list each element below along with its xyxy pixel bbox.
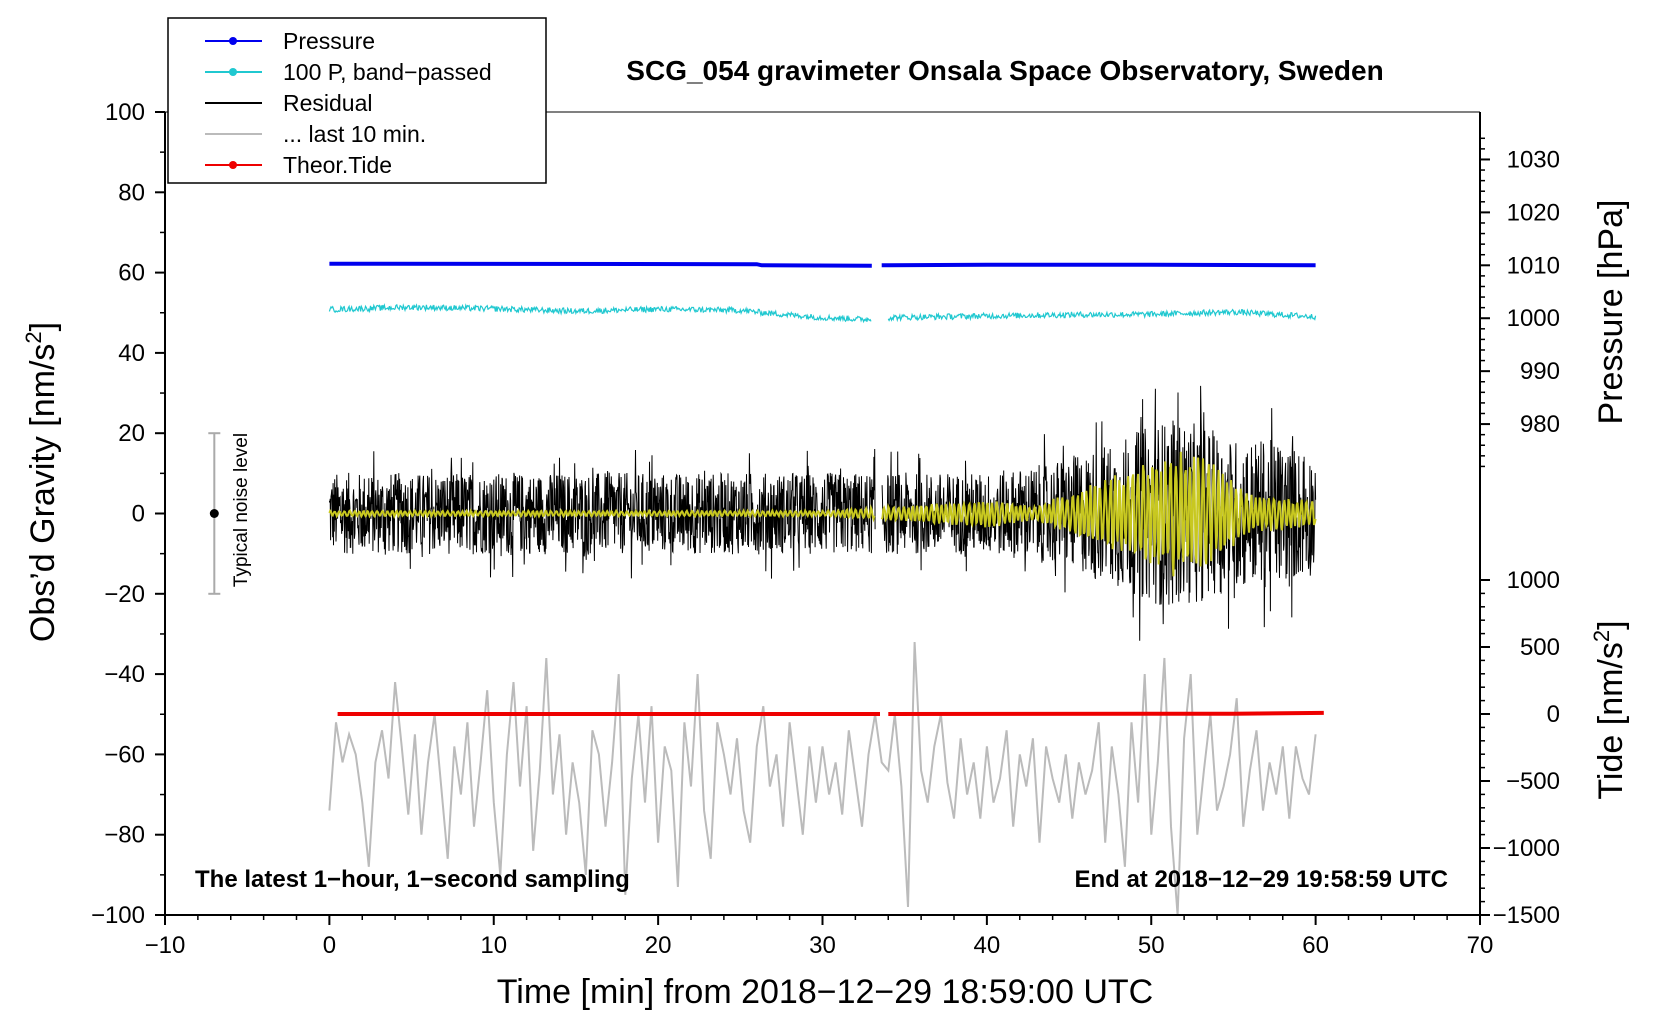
pressure-tick-label: 980 bbox=[1520, 411, 1560, 438]
y-axis-title-tide-main: Tide [nm/s bbox=[1592, 642, 1630, 799]
y-tick-label: −60 bbox=[104, 741, 145, 768]
legend-marker-1 bbox=[229, 37, 237, 45]
legend-label-4: ... last 10 min. bbox=[283, 121, 426, 147]
series-tide-segment-2 bbox=[888, 710, 1324, 716]
y-axis-title-pressure: Pressure [hPa] bbox=[1592, 200, 1630, 425]
x-tick-label: 30 bbox=[809, 932, 836, 959]
chart-title: SCG_054 gravimeter Onsala Space Observat… bbox=[626, 55, 1383, 86]
tide-tick-label: −1500 bbox=[1493, 902, 1560, 929]
y-tick-label: 60 bbox=[118, 260, 145, 287]
legend-marker-2 bbox=[229, 68, 237, 76]
x-tick-label: 20 bbox=[645, 932, 672, 959]
x-tick-label: 0 bbox=[323, 932, 336, 959]
y-axis-title-left: Obs’d Gravity [nm/s2] bbox=[21, 322, 62, 642]
noise-label: Typical noise level bbox=[231, 433, 252, 587]
x-axis-title: Time [min] from 2018−12−29 18:59:00 UTC bbox=[497, 973, 1153, 1011]
y-axis-title-left-main: Obs’d Gravity [nm/s bbox=[24, 344, 62, 643]
tide-tick-label: −500 bbox=[1506, 768, 1560, 795]
tide-tick-label: 1000 bbox=[1507, 567, 1560, 594]
y-tick-label: −40 bbox=[104, 661, 145, 688]
noise-indicator bbox=[208, 432, 221, 595]
x-tick-label: 40 bbox=[974, 932, 1001, 959]
y-axis-title-tide-sup: 2 bbox=[1589, 630, 1614, 642]
series-residual-smoothed bbox=[328, 451, 1317, 577]
annotation-left: The latest 1−hour, 1−second sampling bbox=[195, 866, 630, 893]
legend-marker-5 bbox=[229, 161, 237, 169]
y-axis-title-tide: Tide [nm/s2] bbox=[1589, 620, 1630, 799]
legend-label-1: Pressure bbox=[283, 28, 375, 54]
tide-tick-label: 500 bbox=[1520, 634, 1560, 661]
series-band-passed-segment-2 bbox=[887, 308, 1317, 323]
x-tick-label: −10 bbox=[145, 932, 186, 959]
y-axis-title-left-sup: 2 bbox=[21, 331, 46, 343]
pressure-tick-label: 990 bbox=[1520, 358, 1560, 385]
legend-label-2: 100 P, band−passed bbox=[283, 59, 492, 85]
y-axis-title-left-end: ] bbox=[24, 322, 62, 331]
y-tick-label: −80 bbox=[104, 822, 145, 849]
noise-center-dot bbox=[209, 509, 219, 518]
x-tick-label: 10 bbox=[480, 932, 507, 959]
y-tick-label: 0 bbox=[132, 501, 145, 528]
y-tick-label: −100 bbox=[91, 902, 145, 929]
y-tick-label: 40 bbox=[118, 340, 145, 367]
tide-tick-label: −1000 bbox=[1493, 835, 1560, 862]
pressure-tick-label: 1010 bbox=[1507, 252, 1560, 279]
y-tick-label: −20 bbox=[104, 581, 145, 608]
legend-label-5: Theor.Tide bbox=[283, 152, 392, 178]
y-tick-label: 100 bbox=[105, 99, 145, 126]
series-pressure-segment-2 bbox=[881, 262, 1316, 268]
y-tick-label: 80 bbox=[118, 179, 145, 206]
y-tick-label: 20 bbox=[118, 420, 145, 447]
series-last-10-min bbox=[328, 641, 1317, 916]
pressure-tick-label: 1000 bbox=[1507, 305, 1560, 332]
axes-layer: −10 0 10 20 30 40 50 60 70−100−80−60−40−20020406… bbox=[91, 99, 1560, 959]
legend-box bbox=[167, 17, 547, 184]
legend: Pressure 100 P, band−passed Residual ... la… bbox=[167, 17, 547, 184]
tide-tick-label: 0 bbox=[1547, 701, 1560, 728]
series-pressure-segment-1 bbox=[329, 261, 872, 268]
series-layer bbox=[328, 261, 1324, 916]
y-axis-title-tide-end: ] bbox=[1592, 620, 1630, 629]
series-residual bbox=[328, 385, 1317, 641]
x-tick-label: 70 bbox=[1467, 932, 1494, 959]
legend-label-3: Residual bbox=[283, 90, 373, 116]
series-band-passed-segment-1 bbox=[328, 302, 872, 324]
pressure-tick-label: 1020 bbox=[1507, 199, 1560, 226]
pressure-tick-label: 1030 bbox=[1507, 146, 1560, 173]
x-tick-label: 60 bbox=[1302, 932, 1329, 959]
annotation-right: End at 2018−12−29 19:58:59 UTC bbox=[1074, 866, 1448, 893]
x-tick-label: 50 bbox=[1138, 932, 1165, 959]
